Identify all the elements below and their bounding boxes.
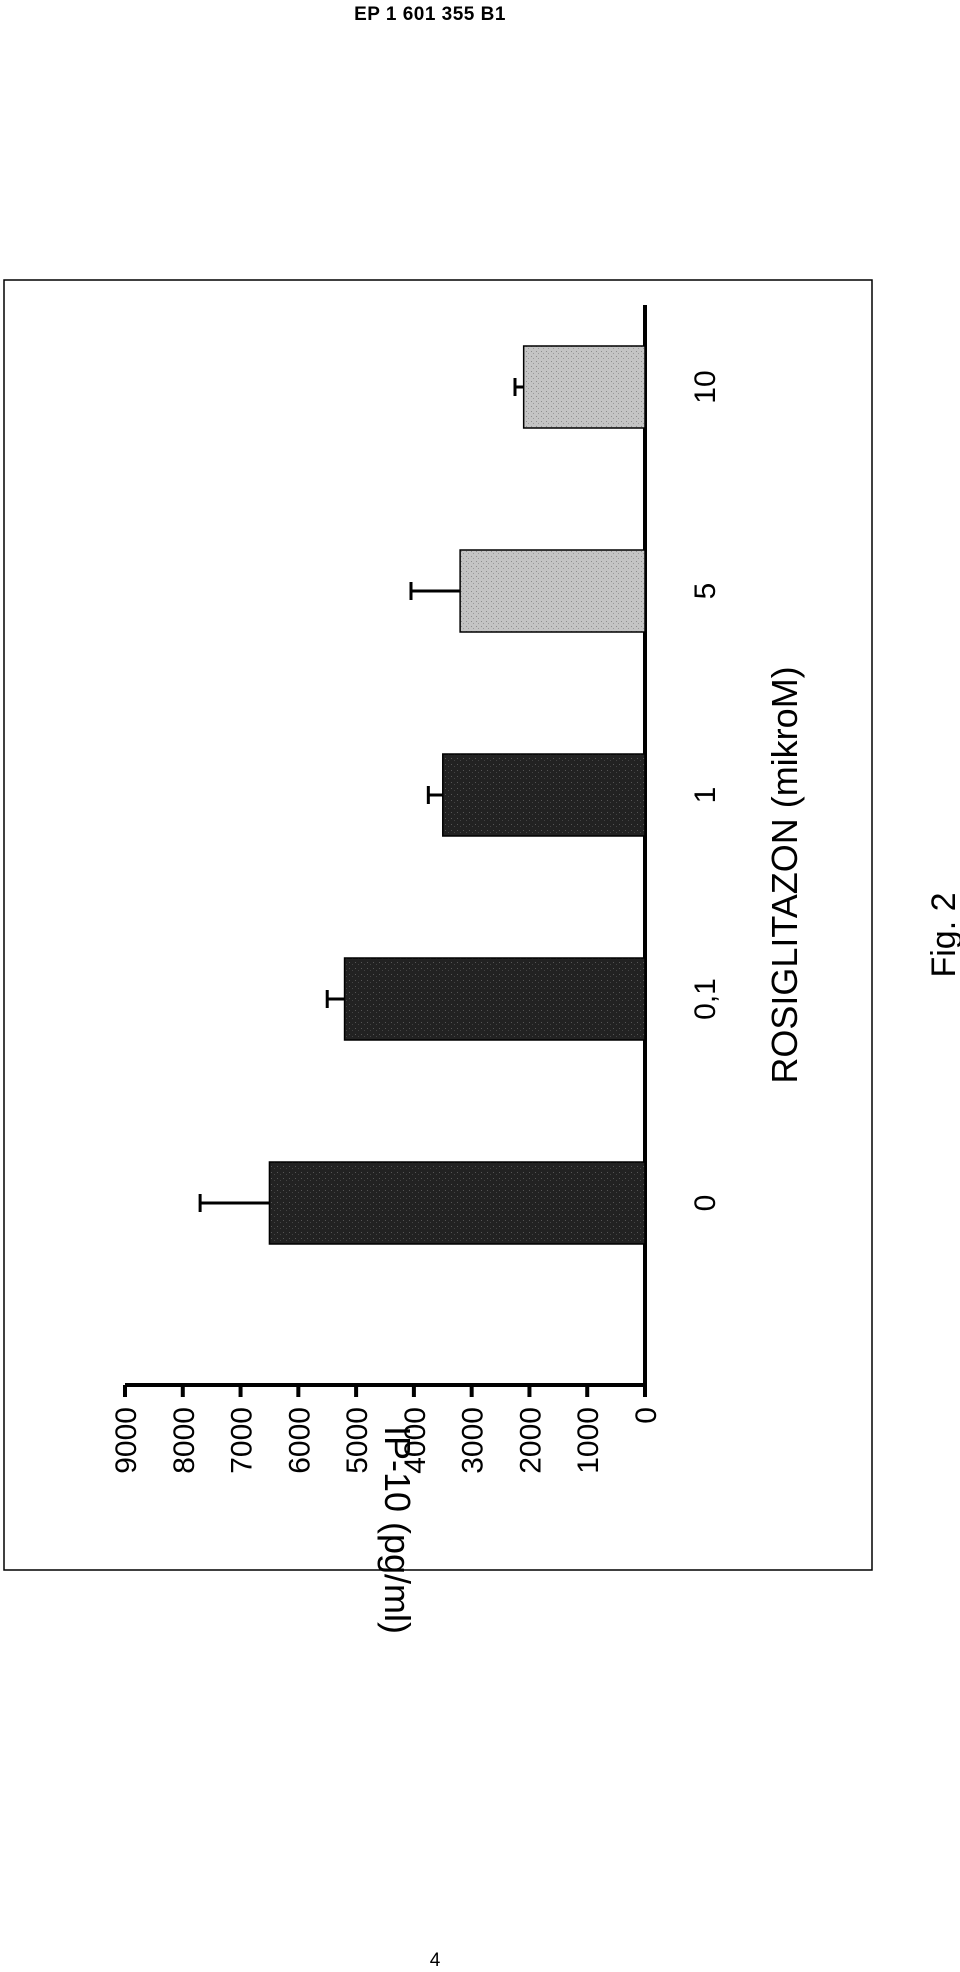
bar xyxy=(343,957,646,1041)
value-tick-label: 1000 xyxy=(572,1407,605,1474)
category-tick-label: 1 xyxy=(689,787,722,804)
bar xyxy=(522,345,646,429)
value-tick-label: 5000 xyxy=(341,1407,374,1474)
category-tick-label: 0,1 xyxy=(689,978,722,1020)
category-tick-label: 5 xyxy=(689,583,722,600)
chart-frame xyxy=(3,279,873,1571)
bar xyxy=(268,1161,646,1245)
bar xyxy=(442,753,646,837)
figure-caption: Fig. 2 xyxy=(925,892,960,977)
category-tick-label: 10 xyxy=(689,370,722,403)
category-tick-label: 0 xyxy=(689,1195,722,1212)
document-header: EP 1 601 355 B1 xyxy=(354,4,506,25)
value-tick-label: 9000 xyxy=(110,1407,143,1474)
value-tick-label: 8000 xyxy=(168,1407,201,1474)
value-tick-label: 2000 xyxy=(514,1407,547,1474)
value-tick-label: 0 xyxy=(630,1407,663,1424)
value-axis-title: IP-10 (pg/ml) xyxy=(377,1426,418,1634)
chart-plot-area: 0 1000 2000 3000 4000 5000 6000 7000 8000 9000 IP-… xyxy=(110,305,805,1634)
page-number: 4 xyxy=(429,1950,441,1971)
value-tick-label: 6000 xyxy=(283,1407,316,1474)
bar xyxy=(459,549,646,633)
value-tick-label: 3000 xyxy=(457,1407,490,1474)
value-tick-label: 4000 xyxy=(399,1407,432,1474)
value-tick-label: 7000 xyxy=(226,1407,259,1474)
category-axis-title: ROSIGLITAZON (mikroM) xyxy=(764,666,805,1083)
